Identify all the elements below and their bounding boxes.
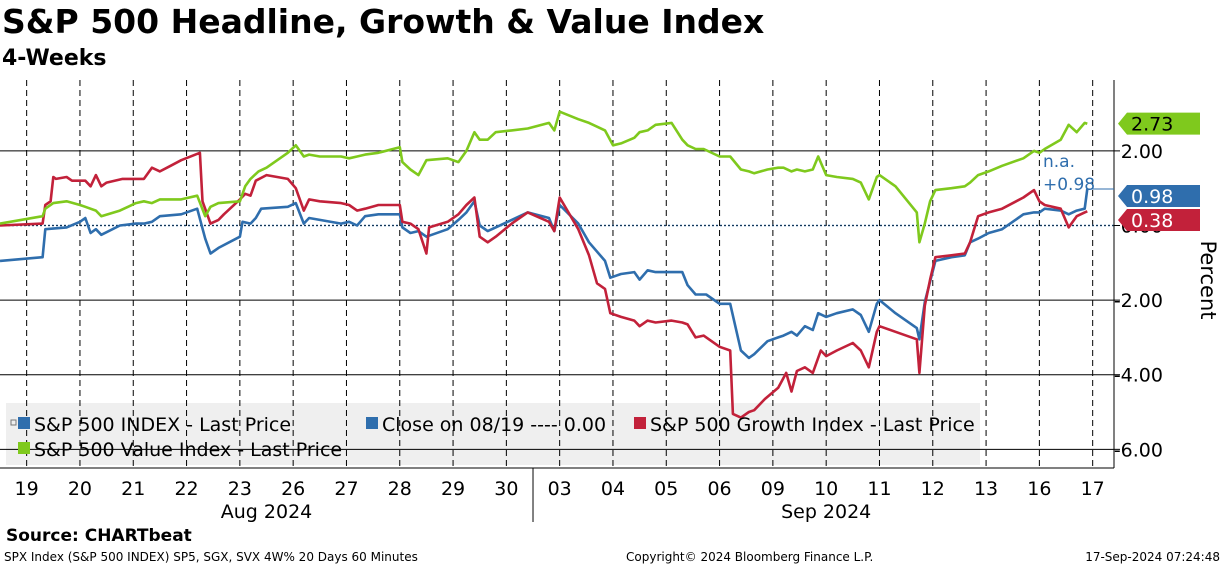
x-tick-label: 04: [601, 478, 625, 500]
legend-background: [6, 403, 980, 465]
x-tick-label: 06: [707, 478, 731, 500]
x-tick-label: 12: [921, 478, 945, 500]
month-label: Sep 2024: [781, 501, 871, 523]
x-tick-label: 13: [974, 478, 998, 500]
x-tick-label: 09: [761, 478, 785, 500]
y-tick-label: -6.00: [1114, 439, 1163, 461]
x-tick-label: 21: [121, 478, 145, 500]
series-line: [0, 110, 1088, 244]
x-tick-label: 23: [228, 478, 252, 500]
footer-timestamp: 17-Sep-2024 07:24:48: [1085, 550, 1220, 564]
last-value-label: 0.98: [1131, 186, 1173, 208]
legend-swatch: [634, 417, 646, 429]
last-value-badge: [1118, 185, 1200, 207]
legend-label: S&P 500 Growth Index - Last Price: [650, 414, 975, 436]
series-line: [0, 151, 1088, 419]
x-tick-label: 26: [281, 478, 305, 500]
chart-subtitle: 4-Weeks: [2, 46, 107, 71]
x-tick-label: 16: [1027, 478, 1051, 500]
annotation-na: n.a.: [1043, 152, 1075, 172]
x-tick-label: 10: [814, 478, 838, 500]
x-tick-label: 11: [867, 478, 891, 500]
legend-handle: [10, 419, 17, 426]
legend-label: S&P 500 Value Index - Last Price: [34, 439, 342, 461]
legend-swatch: [18, 417, 30, 429]
series-line: [0, 188, 1089, 360]
x-tick-label: 20: [68, 478, 92, 500]
source-label: Source: CHARTbeat: [6, 526, 192, 546]
last-value-label: 2.73: [1131, 114, 1173, 136]
month-label: Aug 2024: [221, 501, 313, 523]
y-tick-label: -4.00: [1114, 365, 1163, 387]
y-axis-label: Percent: [1196, 240, 1220, 319]
x-tick-label: 17: [1081, 478, 1105, 500]
y-tick-label: 2.00: [1121, 141, 1163, 163]
x-tick-label: 28: [388, 478, 412, 500]
x-tick-label: 29: [441, 478, 465, 500]
legend-swatch: [18, 442, 30, 454]
annotation-change: +0.98: [1043, 175, 1095, 195]
last-value-badge: [1118, 209, 1200, 231]
legend-label: S&P 500 INDEX - Last Price: [34, 414, 291, 436]
x-tick-label: 27: [334, 478, 358, 500]
x-tick-label: 19: [15, 478, 39, 500]
x-tick-label: 03: [548, 478, 572, 500]
y-tick-label: -2.00: [1114, 290, 1163, 312]
footer-ticker-info: SPX Index (S&P 500 INDEX) SP5, SGX, SVX …: [4, 550, 418, 564]
legend-label: Close on 08/19 ---- 0.00: [382, 414, 606, 436]
last-value-badge: [1118, 112, 1200, 135]
x-tick-label: 30: [494, 478, 518, 500]
footer-copyright: Copyright© 2024 Bloomberg Finance L.P.: [626, 550, 874, 564]
legend-swatch: [366, 417, 378, 429]
x-tick-label: 22: [174, 478, 198, 500]
x-tick-label: 05: [654, 478, 678, 500]
last-value-label: 0.38: [1131, 210, 1173, 232]
chart-title: S&P 500 Headline, Growth & Value Index: [2, 2, 765, 41]
